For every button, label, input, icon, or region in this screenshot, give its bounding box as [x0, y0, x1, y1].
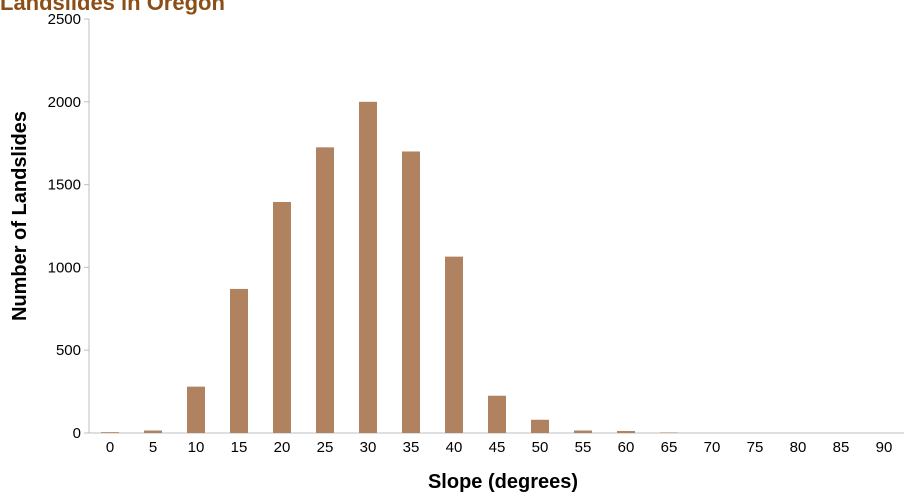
- y-axis: 0 500 1000 1500 2000 2500: [48, 11, 90, 442]
- y-tick-label: 2500: [48, 11, 81, 28]
- bar: [488, 395, 506, 433]
- x-tick-label: 25: [317, 439, 334, 456]
- x-tick-label: 55: [575, 439, 592, 456]
- x-tick-label: 30: [360, 439, 377, 456]
- x-tick-label: 10: [188, 439, 205, 456]
- bar: [574, 430, 592, 433]
- x-tick-label: 80: [790, 439, 807, 456]
- x-tick-label: 40: [446, 439, 463, 456]
- x-axis: 0 5 10 15 20 25 30 35 40 45 50 55 60 65 70 75 80 85 90: [89, 432, 904, 456]
- bar: [144, 430, 162, 433]
- bar: [617, 431, 635, 433]
- x-tick-label: 50: [532, 439, 549, 456]
- bar: [316, 147, 334, 433]
- bar: [187, 386, 205, 433]
- bars: [101, 101, 678, 434]
- x-tick-label: 15: [231, 439, 248, 456]
- bar: [402, 151, 420, 434]
- x-tick-label: 0: [106, 439, 114, 456]
- bar: [101, 432, 119, 433]
- bar: [359, 101, 377, 434]
- bar: [445, 256, 463, 433]
- x-tick-label: 75: [747, 439, 764, 456]
- x-tick-label: 5: [149, 439, 157, 456]
- x-tick-label: 70: [704, 439, 721, 456]
- y-tick-label: 1500: [48, 177, 81, 194]
- x-tick-label: 90: [876, 439, 893, 456]
- x-tick-label: 60: [618, 439, 635, 456]
- y-axis-title: Number of Landslides: [9, 111, 31, 321]
- x-axis-title: Slope (degrees): [428, 471, 578, 492]
- y-tick-label: 2000: [48, 94, 81, 111]
- x-tick-label: 20: [274, 439, 291, 456]
- x-tick-label: 65: [661, 439, 678, 456]
- x-tick-label: 35: [403, 439, 420, 456]
- chart-title: Landslides in Oregon: [0, 0, 225, 15]
- bar: [273, 201, 291, 433]
- y-tick-label: 1000: [48, 259, 81, 276]
- x-tick-label: 85: [833, 439, 850, 456]
- bar: [230, 288, 248, 433]
- y-tick-label: 500: [56, 342, 81, 359]
- x-tick-label: 45: [489, 439, 506, 456]
- y-tick-label: 0: [73, 425, 81, 442]
- bar: [531, 419, 549, 433]
